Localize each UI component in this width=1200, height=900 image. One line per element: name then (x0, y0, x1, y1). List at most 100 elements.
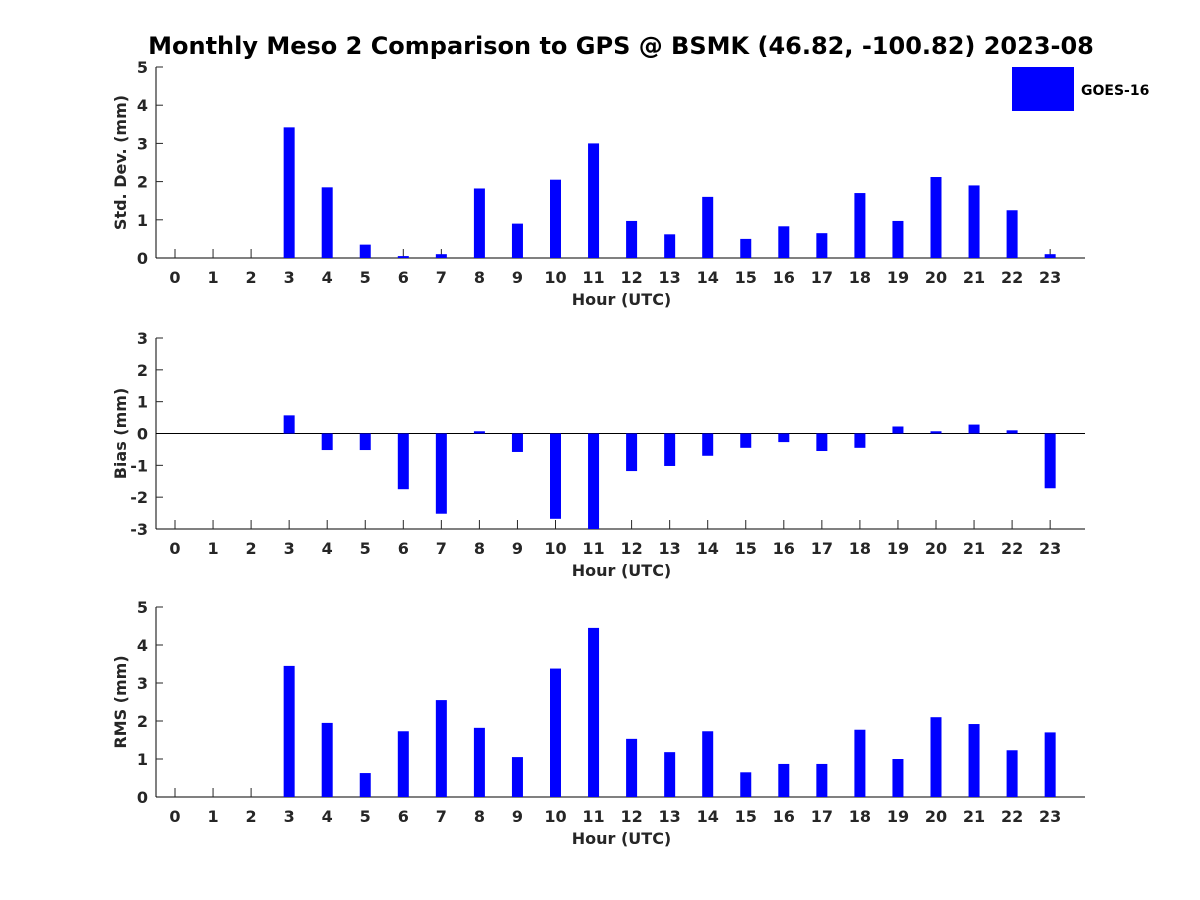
y-axis-title: Std. Dev. (mm) (111, 95, 130, 230)
y-tick-label: -2 (130, 488, 148, 507)
y-tick-label: 0 (137, 425, 148, 444)
bar-hour-22 (1006, 210, 1018, 258)
y-tick-label: 0 (137, 249, 148, 268)
bar-hour-20 (930, 717, 942, 797)
bar-hour-19 (892, 759, 904, 797)
bar-hour-14 (702, 731, 714, 797)
bar-hour-9 (511, 433, 523, 452)
bar-hour-22 (1006, 430, 1018, 434)
x-tick-label: 23 (1039, 268, 1061, 287)
bar-hour-23 (1044, 254, 1056, 258)
x-tick-label: 15 (735, 268, 757, 287)
bar-hour-11 (588, 143, 600, 258)
bar-hour-3 (283, 415, 295, 434)
x-tick-label: 22 (1001, 268, 1023, 287)
x-tick-label: 12 (620, 268, 642, 287)
x-tick-label: 16 (773, 807, 795, 826)
x-tick-label: 13 (659, 268, 681, 287)
x-tick-label: 6 (398, 807, 409, 826)
x-tick-label: 9 (512, 807, 523, 826)
bar-hour-18 (854, 729, 866, 797)
bar-hour-12 (626, 738, 638, 797)
bar-hour-10 (550, 433, 561, 519)
x-tick-label: 3 (284, 807, 295, 826)
y-tick-label: 2 (137, 361, 148, 380)
x-tick-label: 20 (925, 807, 947, 826)
x-tick-label: 2 (246, 807, 257, 826)
bar-hour-6 (397, 433, 409, 490)
bar-hour-18 (854, 433, 866, 448)
x-tick-label: 2 (246, 268, 257, 287)
x-tick-label: 1 (207, 268, 218, 287)
bar-hour-7 (435, 254, 447, 258)
x-tick-label: 9 (512, 539, 523, 558)
bar-hour-18 (854, 193, 866, 258)
bar-hour-12 (626, 433, 638, 472)
x-tick-label: 15 (735, 539, 757, 558)
x-tick-label: 14 (697, 539, 719, 558)
x-tick-label: 17 (811, 807, 833, 826)
x-tick-label: 10 (544, 268, 566, 287)
x-tick-label: 8 (474, 268, 485, 287)
x-tick-label: 19 (887, 807, 909, 826)
y-tick-label: 1 (137, 393, 148, 412)
x-tick-label: 18 (849, 268, 871, 287)
bar-hour-17 (816, 763, 828, 797)
x-tick-label: 7 (436, 539, 447, 558)
x-tick-label: 12 (620, 807, 642, 826)
x-tick-label: 14 (697, 807, 719, 826)
x-tick-label: 21 (963, 807, 985, 826)
bar-hour-12 (626, 220, 638, 258)
x-tick-label: 2 (246, 539, 257, 558)
y-tick-label: -1 (130, 456, 148, 475)
bar-hour-15 (740, 238, 752, 258)
bar-hour-17 (816, 233, 828, 258)
x-tick-label: 0 (169, 268, 180, 287)
x-tick-label: 7 (436, 807, 447, 826)
x-tick-label: 21 (963, 539, 985, 558)
x-tick-label: 17 (811, 539, 833, 558)
x-tick-label: 9 (512, 268, 523, 287)
x-tick-label: 1 (207, 539, 218, 558)
y-tick-label: 3 (137, 674, 148, 693)
bar-hour-5 (359, 433, 371, 451)
x-tick-label: 8 (474, 807, 485, 826)
y-tick-label: 1 (137, 750, 148, 769)
bar-hour-8 (473, 727, 485, 797)
bar-hour-16 (778, 226, 790, 258)
x-tick-label: 20 (925, 539, 947, 558)
bar-hour-13 (664, 752, 676, 797)
x-tick-label: 10 (544, 807, 566, 826)
x-tick-label: 4 (322, 268, 333, 287)
bar-hour-15 (740, 433, 752, 448)
bar-hour-21 (968, 185, 980, 258)
y-tick-label: 4 (137, 96, 148, 115)
bar-hour-4 (321, 722, 333, 797)
x-tick-label: 14 (697, 268, 719, 287)
bar-hour-9 (511, 223, 523, 258)
x-tick-label: 23 (1039, 539, 1061, 558)
x-tick-label: 8 (474, 539, 485, 558)
y-tick-label: 2 (137, 712, 148, 731)
bar-hour-10 (550, 179, 561, 258)
bar-hour-21 (968, 724, 980, 797)
x-tick-label: 3 (284, 268, 295, 287)
x-tick-label: 18 (849, 807, 871, 826)
y-tick-label: 3 (137, 134, 148, 153)
bar-hour-6 (397, 256, 409, 258)
legend-swatch (1012, 67, 1074, 111)
bar-hour-23 (1044, 433, 1056, 489)
x-tick-label: 11 (582, 807, 604, 826)
x-axis-title: Hour (UTC) (572, 829, 672, 848)
y-tick-label: 2 (137, 173, 148, 192)
x-tick-label: 6 (398, 539, 409, 558)
bar-hour-4 (321, 433, 333, 451)
y-tick-label: 0 (137, 788, 148, 807)
legend: GOES-16 (1012, 67, 1149, 111)
x-tick-label: 21 (963, 268, 985, 287)
x-tick-label: 5 (360, 807, 371, 826)
x-tick-label: 20 (925, 268, 947, 287)
